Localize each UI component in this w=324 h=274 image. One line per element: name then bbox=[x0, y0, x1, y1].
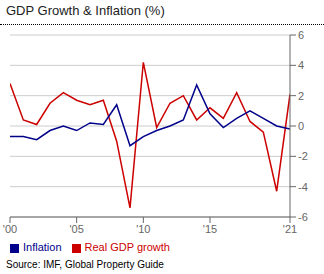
svg-text:4: 4 bbox=[298, 59, 304, 71]
html-text:Inflation: Inflation bbox=[23, 241, 62, 253]
html-text:Source: IMF, Global Property G: Source: IMF, Global Property Guide bbox=[6, 259, 164, 270]
svg-text:'10: '10 bbox=[136, 223, 150, 235]
svg-text:'15: '15 bbox=[203, 223, 217, 235]
html-text:Real GDP growth: Real GDP growth bbox=[84, 241, 170, 253]
svg-text:'00: '00 bbox=[8, 223, 17, 235]
svg-text:'21: '21 bbox=[283, 223, 297, 235]
html-text:GDP Growth & Inflation (%): GDP Growth & Inflation (%) bbox=[6, 3, 165, 18]
svg-text:'05: '05 bbox=[69, 223, 83, 235]
svg-text:-6: -6 bbox=[298, 211, 308, 223]
svg-text:0: 0 bbox=[298, 120, 304, 132]
svg-text:6: 6 bbox=[298, 29, 304, 41]
svg-text:2: 2 bbox=[298, 90, 304, 102]
svg-text:-4: -4 bbox=[298, 181, 308, 193]
svg-text:-2: -2 bbox=[298, 150, 308, 162]
